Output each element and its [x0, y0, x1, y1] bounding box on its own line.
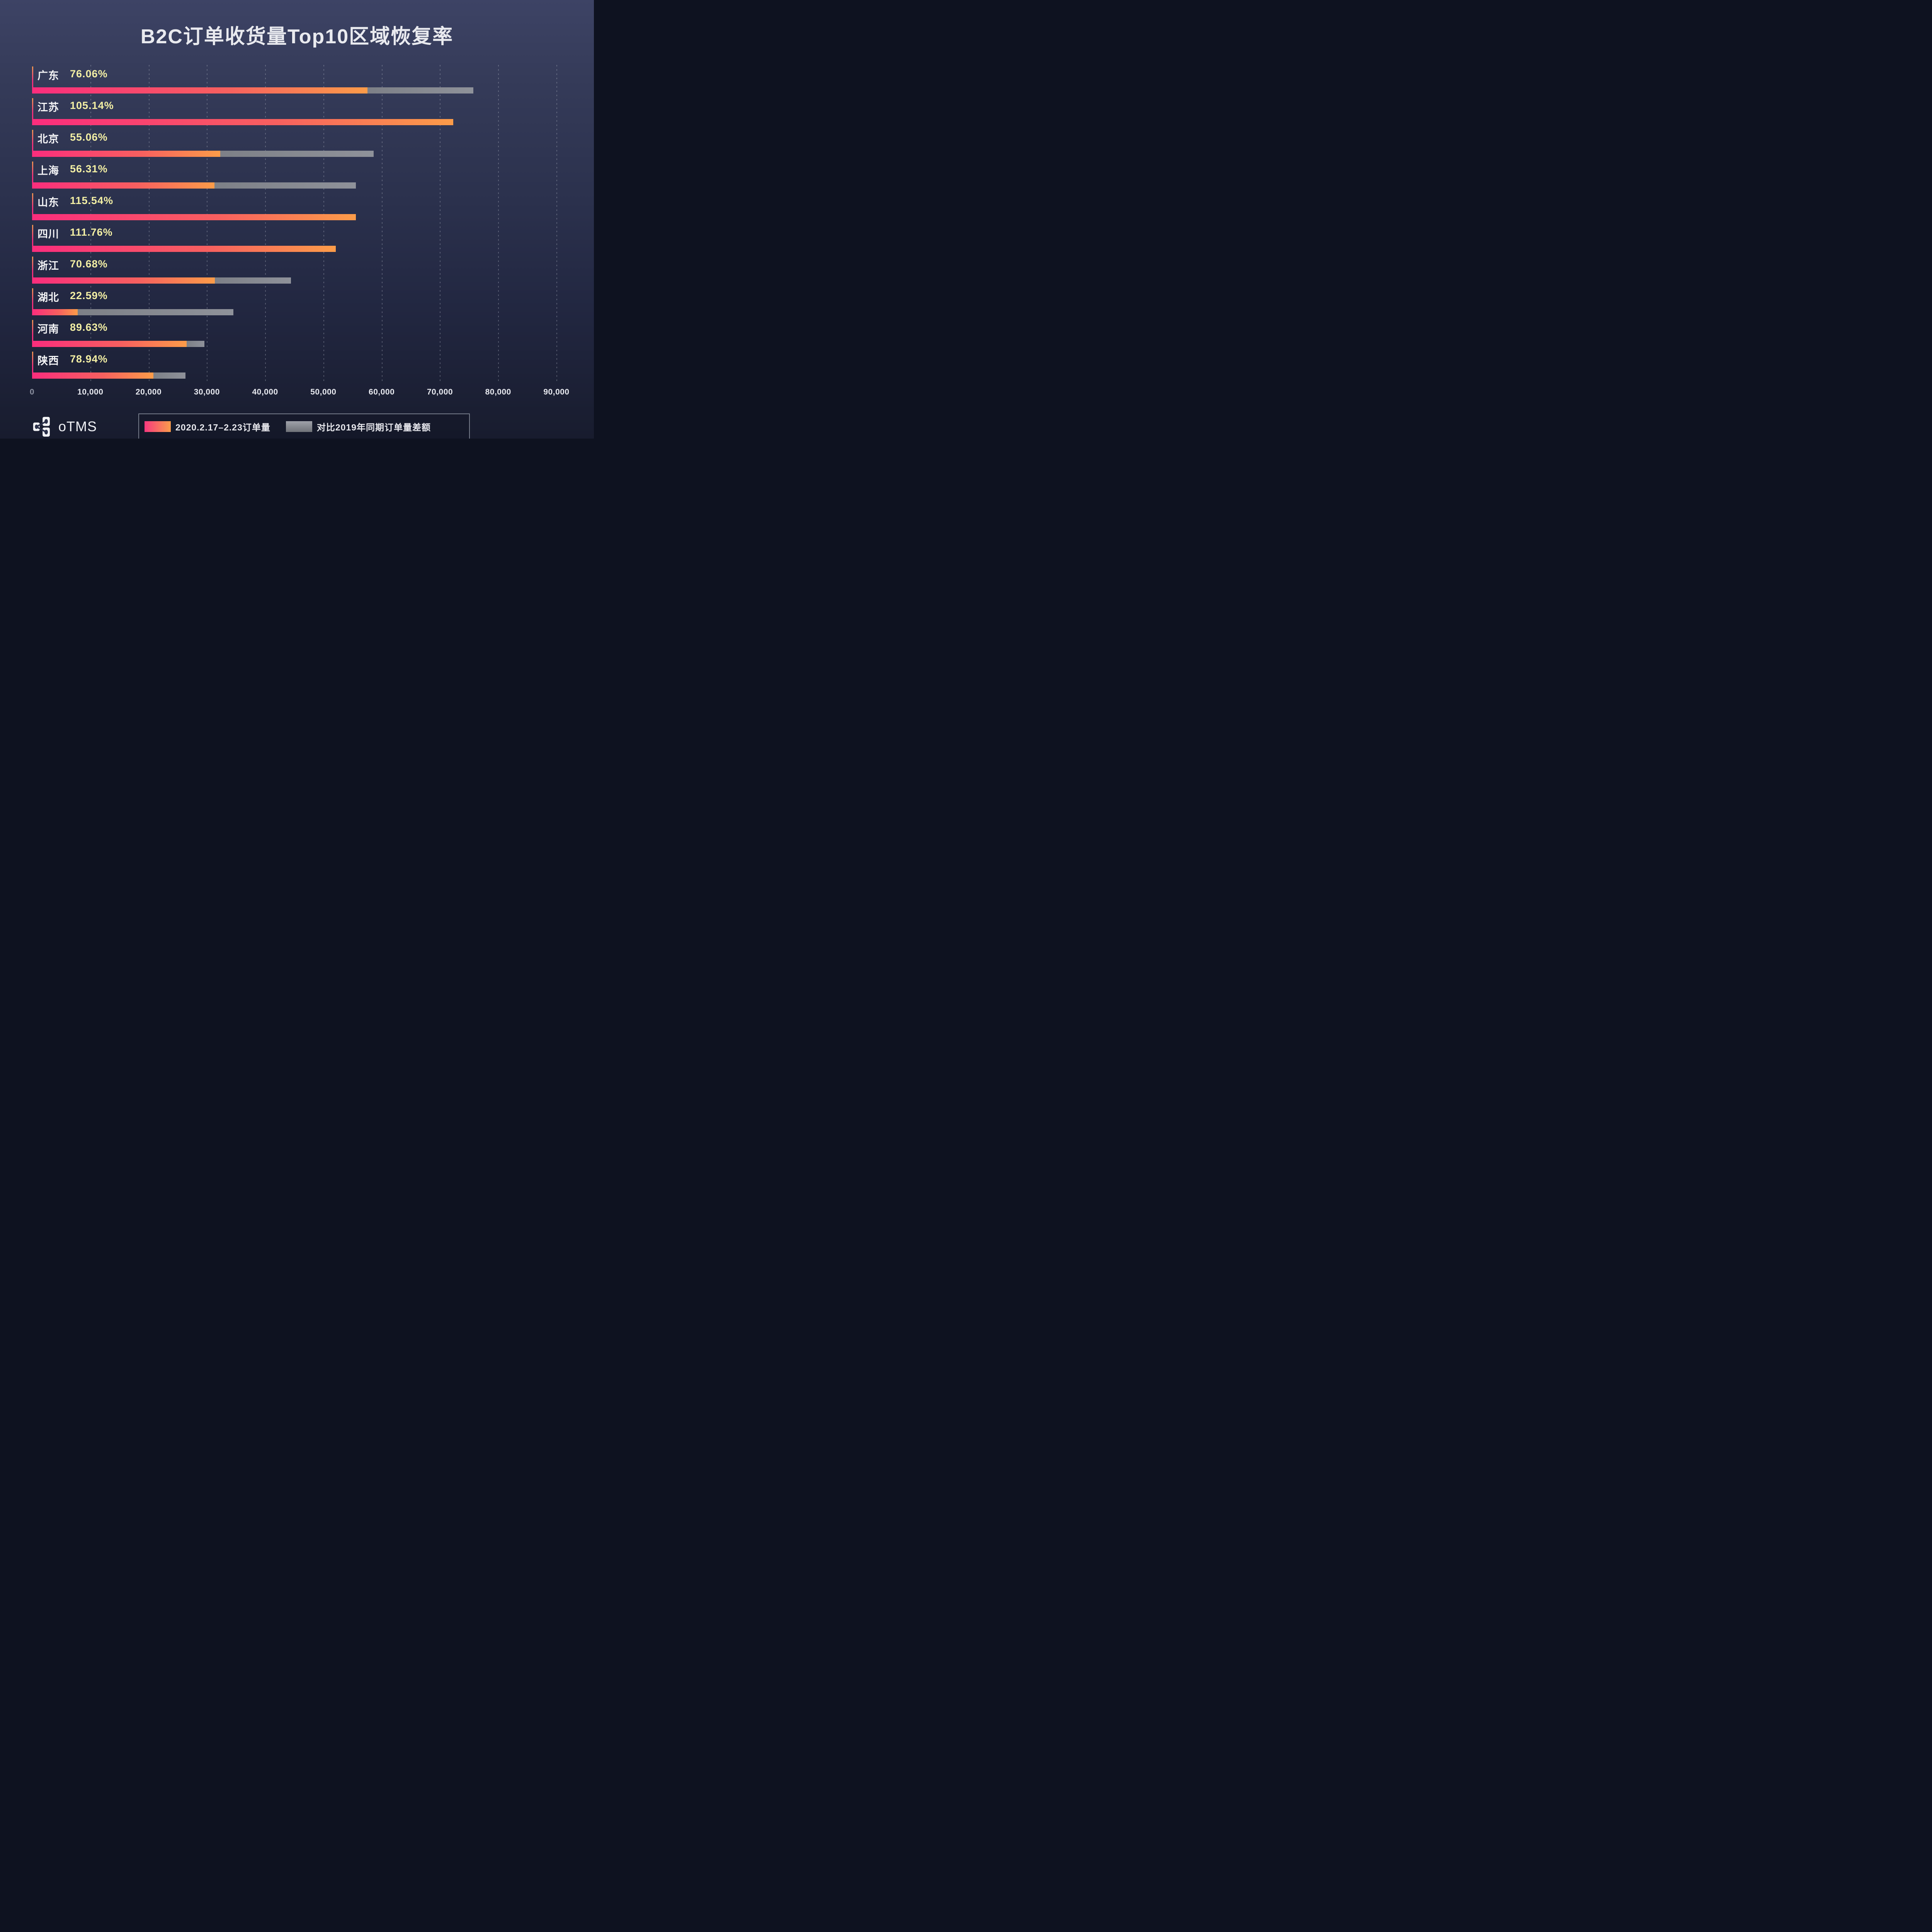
- bar-2020-volume: [32, 341, 187, 347]
- bar-2020-volume: [32, 151, 220, 157]
- bar-track: [32, 119, 556, 125]
- row-accent-marker: [32, 257, 33, 282]
- recovery-rate-value: 76.06%: [70, 68, 108, 80]
- region-label: 山东: [37, 197, 59, 208]
- bar-track: [32, 309, 556, 315]
- x-tick-label: 70,000: [427, 388, 453, 396]
- legend-label-2019-diff: 对比2019年同期订单量差额: [316, 422, 431, 432]
- page-title: B2C订单收货量Top10区域恢复率: [140, 26, 454, 48]
- recovery-rate-value: 105.14%: [70, 100, 114, 111]
- chart-row: 上海 56.31%: [0, 161, 594, 192]
- x-tick-label: 90,000: [543, 388, 570, 396]
- x-tick-label: 60,000: [369, 388, 395, 396]
- chart-row: 河南 89.63%: [0, 319, 594, 351]
- row-accent-marker: [32, 225, 33, 250]
- row-accent-marker: [32, 162, 33, 187]
- chart-row: 陕西 78.94%: [0, 351, 594, 383]
- row-accent-marker: [32, 130, 33, 155]
- bar-track: [32, 246, 556, 252]
- otms-logo-icon: [33, 417, 50, 437]
- gridline: [556, 65, 557, 383]
- chart-row: 四川 111.76%: [0, 224, 594, 256]
- gridline: [498, 65, 499, 383]
- bar-2020-volume: [32, 277, 215, 284]
- row-accent-marker: [32, 288, 33, 314]
- region-label: 广东: [37, 70, 59, 82]
- gridline: [90, 65, 91, 383]
- legend: 2020.2.17–2.23订单量 对比2019年同期订单量差额: [138, 413, 470, 439]
- region-label: 河南: [37, 323, 59, 335]
- chart-row: 广东 76.06%: [0, 66, 594, 97]
- recovery-rate-value: 111.76%: [70, 226, 113, 238]
- row-accent-marker: [32, 352, 33, 377]
- bar-2020-volume: [32, 182, 214, 189]
- row-accent-marker: [32, 66, 33, 92]
- recovery-rate-value: 78.94%: [70, 353, 108, 365]
- chart-row: 山东 115.54%: [0, 192, 594, 224]
- x-tick-label: 10,000: [77, 388, 104, 396]
- gridline: [323, 65, 324, 383]
- bar-2019-diff-segment: [153, 372, 186, 379]
- legend-item-2020: 2020.2.17–2.23订单量: [145, 420, 270, 433]
- chart-row: 浙江 70.68%: [0, 256, 594, 287]
- x-tick-label: 40,000: [252, 388, 278, 396]
- x-tick-label: 20,000: [135, 388, 162, 396]
- bar-track: [32, 182, 556, 189]
- gridline: [148, 65, 150, 383]
- bar-2019-diff-segment: [215, 277, 291, 284]
- region-label: 湖北: [37, 292, 59, 303]
- bar-2019-diff-segment: [214, 182, 356, 189]
- region-label: 北京: [37, 133, 59, 145]
- recovery-rate-value: 22.59%: [70, 290, 108, 301]
- bar-2020-volume: [32, 119, 454, 125]
- otms-logo-text: oTMS: [58, 418, 97, 434]
- bar-2019-diff-segment: [186, 341, 204, 347]
- recovery-rate-value: 115.54%: [70, 195, 114, 206]
- chart-row: 湖北 22.59%: [0, 287, 594, 319]
- bar-2019-diff-segment: [367, 87, 473, 94]
- bar-track: [32, 214, 556, 220]
- row-accent-marker: [32, 320, 33, 345]
- gridline: [265, 65, 266, 383]
- bar-track: [32, 87, 556, 94]
- row-accent-marker: [32, 98, 33, 124]
- region-label: 四川: [37, 228, 59, 240]
- recovery-rate-value: 56.31%: [70, 163, 108, 175]
- region-label: 陕西: [37, 355, 59, 367]
- region-label: 浙江: [37, 260, 59, 272]
- bar-2020-volume: [32, 372, 153, 379]
- bar-2019-diff-segment: [220, 151, 374, 157]
- bar-2020-volume: [32, 87, 368, 94]
- bar-2020-volume: [32, 246, 336, 252]
- otms-logo: oTMS: [33, 417, 97, 437]
- bar-2020-volume: [32, 309, 78, 315]
- chart-row: 北京 55.06%: [0, 129, 594, 161]
- region-label: 上海: [37, 165, 59, 177]
- bar-track: [32, 151, 556, 157]
- x-tick-label: 0: [29, 388, 35, 396]
- gridline: [381, 65, 383, 383]
- bar-track: [32, 277, 556, 284]
- legend-label-2020: 2020.2.17–2.23订单量: [175, 422, 270, 432]
- x-tick-label: 50,000: [310, 388, 337, 396]
- chart-row: 江苏 105.14%: [0, 97, 594, 129]
- recovery-rate-value: 89.63%: [70, 321, 108, 333]
- row-accent-marker: [32, 193, 33, 219]
- legend-item-2019-diff: 对比2019年同期订单量差额: [286, 420, 431, 433]
- bar-track: [32, 341, 556, 347]
- x-tick-label: 80,000: [485, 388, 511, 396]
- legend-swatch-2019-gray: [286, 421, 312, 432]
- x-tick-label: 30,000: [194, 388, 220, 396]
- infographic-root: B2C订单收货量Top10区域恢复率 广东 76.06% 江苏 105.14% …: [0, 0, 594, 439]
- recovery-rate-value: 70.68%: [70, 258, 108, 270]
- legend-swatch-2020-gradient: [145, 421, 171, 432]
- bar-2019-diff-segment: [77, 309, 233, 315]
- bar-2020-volume: [32, 214, 356, 220]
- bar-track: [32, 372, 556, 379]
- recovery-rate-value: 55.06%: [70, 131, 108, 143]
- region-label: 江苏: [37, 102, 59, 113]
